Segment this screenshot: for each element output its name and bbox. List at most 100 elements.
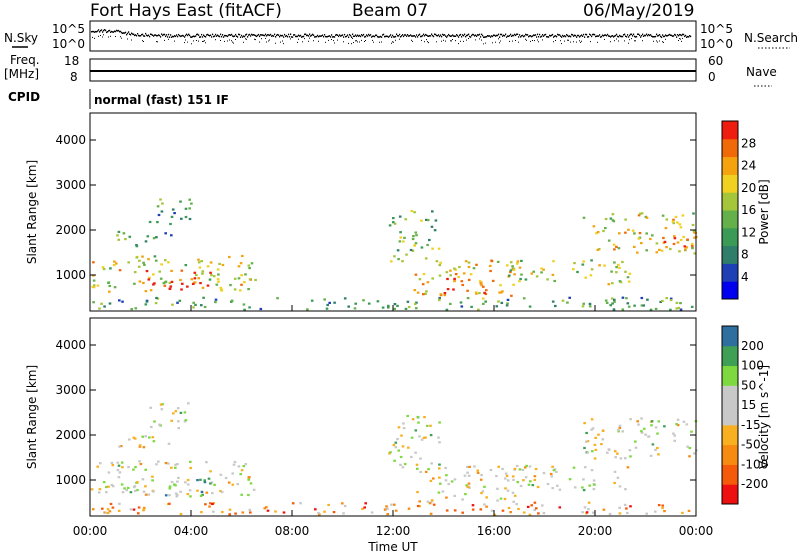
- heatmap-cell: [141, 255, 144, 258]
- heatmap-cell: [522, 297, 526, 300]
- noise-sample: [346, 35, 348, 38]
- heatmap-cell: [138, 460, 141, 463]
- heatmap-cell: [179, 411, 183, 414]
- heatmap-cell: [467, 265, 471, 269]
- noise-sample: [667, 34, 669, 37]
- heatmap-cell: [132, 508, 136, 511]
- noise-sample: [176, 34, 178, 36]
- noise-sample: [652, 36, 654, 38]
- heatmap-cell: [147, 278, 151, 281]
- noise-sample: [632, 35, 634, 37]
- heatmap-cell: [266, 509, 270, 512]
- colorbar-segment: [722, 365, 738, 386]
- heatmap-cell: [516, 260, 520, 263]
- heatmap-cell: [466, 465, 469, 469]
- heatmap-cell: [546, 278, 549, 281]
- noise-search-sample: [614, 40, 615, 42]
- heatmap-cell: [590, 469, 594, 472]
- noise-sample: [285, 35, 287, 38]
- heatmap-cell: [617, 263, 620, 267]
- noise-sample: [384, 35, 386, 38]
- heatmap-cell: [137, 265, 141, 268]
- noise-sample: [179, 34, 181, 37]
- heatmap-cell: [121, 300, 124, 303]
- noise-sample: [465, 35, 467, 38]
- heatmap-cell: [676, 241, 680, 244]
- noise-sample: [610, 36, 612, 38]
- heatmap-cell: [438, 296, 441, 300]
- noise-sample: [415, 36, 417, 38]
- heatmap-cell: [601, 429, 605, 432]
- noise-sample: [294, 34, 296, 36]
- colorbar-tick-label: 8: [741, 248, 749, 262]
- heatmap-cell: [135, 256, 139, 259]
- noise-search-sample: [174, 40, 175, 42]
- heatmap-cell: [605, 301, 609, 304]
- colorbar-segment: [722, 121, 738, 140]
- heatmap-cell: [558, 506, 562, 509]
- noise-sample: [240, 36, 242, 38]
- heatmap-cell: [399, 455, 403, 459]
- heatmap-cell: [401, 466, 405, 469]
- noise-sample: [367, 35, 369, 37]
- colorbar-segment: [722, 138, 738, 158]
- heatmap-cell: [627, 305, 631, 308]
- noise-sample: [471, 34, 473, 37]
- heatmap-cell: [176, 301, 179, 304]
- heatmap-cell: [117, 238, 121, 241]
- heatmap-cell: [421, 283, 425, 286]
- noise-sample: [429, 35, 431, 37]
- heatmap-cell: [244, 273, 247, 276]
- noise-sample: [136, 35, 138, 37]
- noise-sample: [665, 34, 667, 36]
- noise-sample: [670, 34, 672, 36]
- heatmap-cell: [170, 215, 174, 218]
- heatmap-cell: [584, 440, 588, 443]
- noise-search-sample: [302, 41, 303, 43]
- heatmap-cell: [583, 466, 587, 469]
- heatmap-cell: [387, 304, 390, 307]
- heatmap-cell: [203, 305, 207, 309]
- heatmap-cell: [387, 306, 390, 309]
- heatmap-cell: [673, 439, 676, 442]
- heatmap-cell: [210, 481, 214, 484]
- noise-sample: [278, 34, 280, 36]
- heatmap-cell: [398, 215, 402, 218]
- heatmap-cell: [625, 297, 628, 300]
- heatmap-cell: [649, 237, 652, 241]
- noise-sample: [571, 33, 573, 36]
- noise-sample: [211, 36, 213, 38]
- heatmap-cell: [259, 307, 263, 311]
- noise-search-sample: [460, 40, 461, 42]
- heatmap-cell: [193, 281, 196, 284]
- noise-sample: [448, 33, 450, 36]
- heatmap-cell: [239, 289, 242, 292]
- heatmap-cell: [626, 466, 630, 469]
- noise-sample: [229, 34, 231, 36]
- noise-sample: [579, 36, 581, 38]
- noise-sample: [238, 33, 240, 36]
- noise-sample: [509, 34, 511, 37]
- colorbar-segment: [722, 345, 738, 367]
- heatmap-cell: [370, 511, 374, 514]
- heatmap-cell: [168, 281, 172, 284]
- noise-sample: [197, 33, 199, 36]
- heatmap-cell: [426, 281, 430, 284]
- heatmap-cell: [399, 463, 402, 466]
- noise-sample: [228, 34, 230, 36]
- heatmap-cell: [159, 403, 163, 406]
- heatmap-cell: [422, 436, 426, 439]
- colorbar-segment: [722, 484, 738, 505]
- noise-sample: [361, 34, 363, 36]
- noise-sample: [521, 35, 523, 37]
- heatmap-cell: [220, 491, 224, 494]
- noise-search-sample: [308, 40, 309, 42]
- heatmap-cell: [597, 433, 600, 436]
- noise-sample: [243, 35, 245, 37]
- heatmap-cell: [201, 272, 204, 275]
- heatmap-cell: [438, 421, 441, 424]
- heatmap-cell: [243, 281, 246, 284]
- heatmap-cell: [509, 270, 512, 274]
- heatmap-cell: [590, 428, 593, 431]
- heatmap-cell: [215, 283, 219, 286]
